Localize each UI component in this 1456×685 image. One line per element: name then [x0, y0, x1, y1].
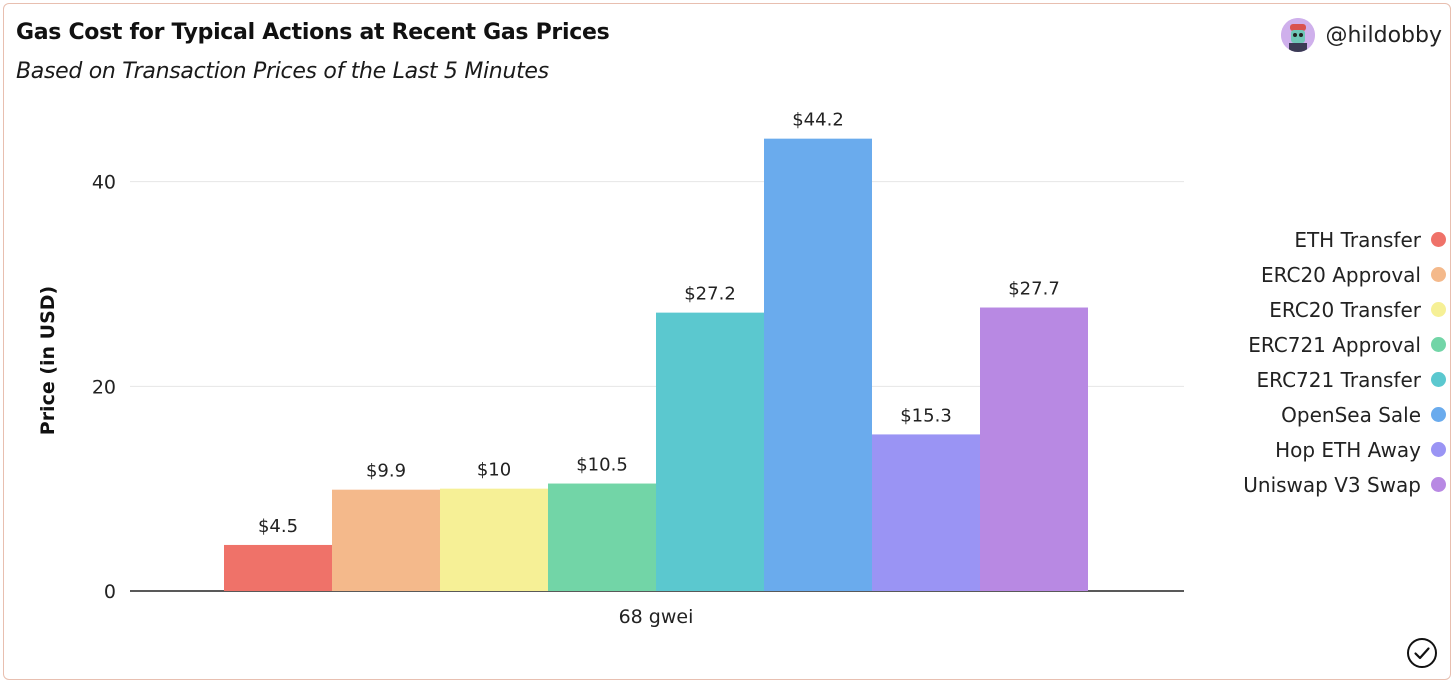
bar-data-label: $9.9 — [366, 461, 406, 482]
bar-erc20-transfer[interactable] — [440, 488, 548, 591]
legend-swatch — [1431, 232, 1446, 247]
legend-item[interactable]: ERC721 Transfer — [1257, 362, 1446, 397]
bar-data-label: $44.2 — [792, 110, 844, 131]
y-tick-label: 40 — [92, 172, 116, 194]
bar-eth-transfer[interactable] — [224, 544, 332, 591]
legend-swatch — [1431, 442, 1446, 457]
legend-label: ETH Transfer — [1294, 227, 1421, 252]
bar-uniswap-v3-swap[interactable] — [980, 307, 1088, 591]
legend-label: ERC20 Transfer — [1269, 297, 1421, 322]
chart-title: Gas Cost for Typical Actions at Recent G… — [16, 20, 610, 45]
legend-item[interactable]: ERC20 Transfer — [1269, 292, 1446, 327]
legend-item[interactable]: ERC20 Approval — [1261, 257, 1446, 292]
bar-hop-eth-away[interactable] — [872, 434, 980, 591]
check-circle-icon[interactable] — [1406, 637, 1438, 673]
bar-erc721-approval[interactable] — [548, 483, 656, 591]
legend-swatch — [1431, 477, 1446, 492]
chart-subtitle: Based on Transaction Prices of the Last … — [16, 59, 549, 84]
author-badge[interactable]: @hildobby — [1281, 18, 1442, 52]
legend-label: Hop ETH Away — [1275, 437, 1421, 462]
legend-label: ERC20 Approval — [1260, 262, 1421, 287]
legend-label: ERC721 Approval — [1248, 332, 1421, 357]
bar-opensea-sale[interactable] — [764, 138, 872, 591]
y-axis-label: Price (in USD) — [37, 286, 59, 435]
legend-swatch — [1431, 267, 1446, 282]
bar-data-label: $15.3 — [900, 405, 952, 426]
bar-erc20-approval[interactable] — [332, 489, 440, 591]
bar-data-label: $4.5 — [258, 516, 298, 537]
legend-item[interactable]: Hop ETH Away — [1275, 432, 1446, 467]
legend-label: OpenSea Sale — [1281, 402, 1421, 427]
bar-data-label: $27.2 — [684, 284, 736, 305]
legend-swatch — [1431, 337, 1446, 352]
legend-swatch — [1431, 302, 1446, 317]
legend-item[interactable]: Uniswap V3 Swap — [1243, 467, 1446, 502]
bar-erc721-transfer[interactable] — [656, 312, 764, 591]
author-handle[interactable]: @hildobby — [1325, 22, 1442, 48]
x-tick-label: 68 gwei — [619, 606, 694, 628]
legend-swatch — [1431, 372, 1446, 387]
legend-item[interactable]: OpenSea Sale — [1281, 397, 1446, 432]
legend-item[interactable]: ERC721 Approval — [1248, 327, 1446, 362]
legend-label: ERC721 Transfer — [1256, 367, 1421, 392]
bar-data-label: $10.5 — [576, 455, 628, 476]
legend-label: Uniswap V3 Swap — [1243, 472, 1421, 497]
y-tick-label: 20 — [92, 376, 116, 398]
legend-item[interactable]: ETH Transfer — [1294, 222, 1446, 257]
y-tick-label: 0 — [104, 581, 116, 603]
chart-legend: ETH Transfer ERC20 Approval ERC20 Transfer… — [1243, 222, 1446, 502]
avatar-icon — [1281, 18, 1316, 52]
bar-data-label: $10 — [477, 460, 511, 481]
legend-swatch — [1431, 407, 1446, 422]
bar-data-label: $27.7 — [1008, 279, 1060, 300]
